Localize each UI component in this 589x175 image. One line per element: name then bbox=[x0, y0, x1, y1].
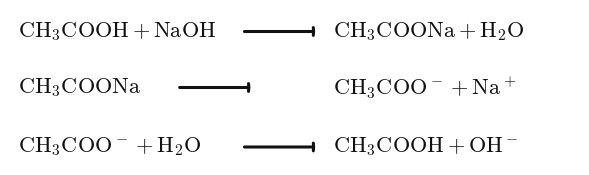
Text: $\mathrm{CH_3COOH + NaOH}$: $\mathrm{CH_3COOH + NaOH}$ bbox=[18, 20, 216, 43]
Text: $\mathrm{CH_3COO^- + Na^+}$: $\mathrm{CH_3COO^- + Na^+}$ bbox=[333, 74, 516, 101]
Text: $\mathrm{CH_3COONa}$: $\mathrm{CH_3COONa}$ bbox=[18, 76, 141, 99]
Text: $\mathrm{CH_3COOH + OH^-}$: $\mathrm{CH_3COOH + OH^-}$ bbox=[333, 136, 518, 158]
Text: $\mathrm{CH_3COO^- + H_2O}$: $\mathrm{CH_3COO^- + H_2O}$ bbox=[18, 136, 201, 158]
Text: $\mathrm{CH_3COONa + H_2O}$: $\mathrm{CH_3COONa + H_2O}$ bbox=[333, 20, 524, 43]
